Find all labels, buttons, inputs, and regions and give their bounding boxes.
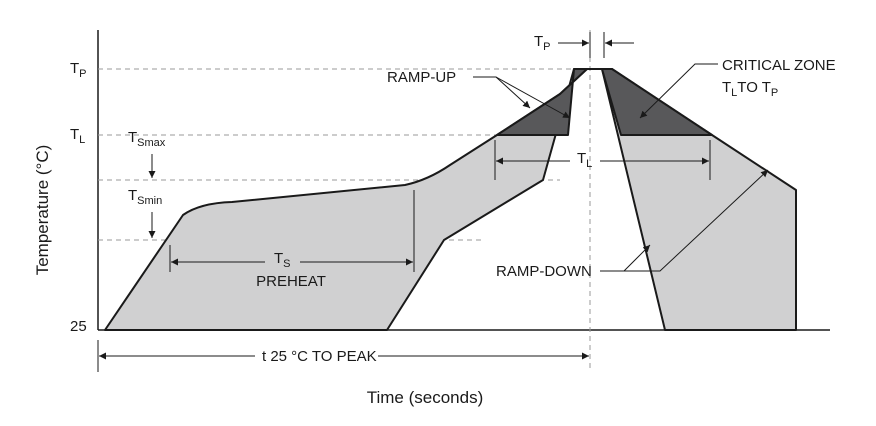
ramp-up-leader-2 [495,76,571,119]
ramp-up-label: RAMP-UP [387,69,456,86]
x-axis-title: Time (seconds) [367,388,484,407]
tp-tick-label: TP [70,60,87,80]
critical-zone-sublabel: TLTO TP [722,79,778,99]
tsmax-label: TSmax [128,129,166,149]
critical-zone-region [496,68,713,136]
ramp-up-leader [473,76,531,109]
tl-width-label: TL [577,150,592,170]
preheat-label: PREHEAT [256,273,326,290]
t25-tick-label: 25 [70,318,87,335]
ramp-down-leader-2 [624,169,769,272]
y-axis-title: Temperature (°C) [33,145,52,276]
tl-tick-label: TL [70,126,85,146]
tp-width-label: TP [534,33,551,53]
ramp-up-envelope [104,68,588,331]
tsmin-label: TSmin [128,187,162,207]
peak-time-label: t 25 °C TO PEAK [262,348,377,365]
ramp-down-leader [600,244,651,272]
critical-zone-leader [639,63,718,119]
ramp-down-label: RAMP-DOWN [496,263,592,280]
ts-label: TS [274,250,291,270]
critical-zone-label: CRITICAL ZONE [722,57,836,74]
